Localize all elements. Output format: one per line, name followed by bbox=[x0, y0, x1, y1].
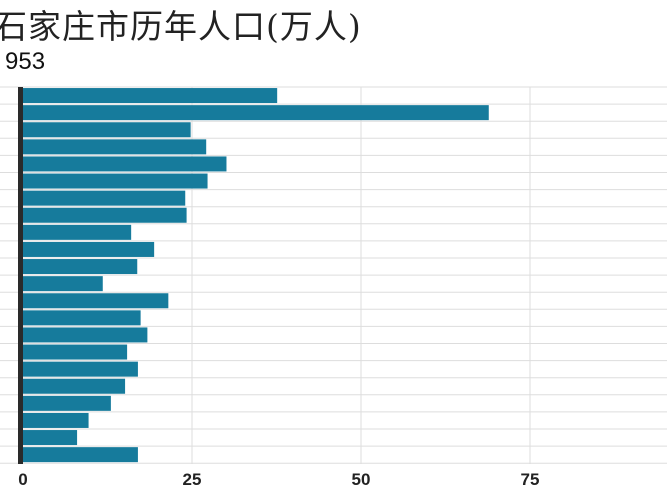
bar bbox=[23, 190, 186, 206]
bar bbox=[23, 207, 187, 223]
bar bbox=[23, 224, 132, 240]
bar bbox=[23, 447, 138, 463]
bar bbox=[23, 378, 126, 394]
bar bbox=[23, 395, 111, 411]
x-tick-label: 75 bbox=[521, 470, 540, 489]
bar bbox=[23, 88, 278, 104]
bar bbox=[23, 156, 227, 172]
bar bbox=[23, 412, 89, 428]
year-label: 953 bbox=[5, 48, 46, 75]
bar bbox=[23, 344, 128, 360]
x-tick-label: 0 bbox=[18, 470, 27, 489]
bar bbox=[23, 430, 78, 446]
bar bbox=[23, 241, 155, 257]
bar bbox=[23, 139, 207, 155]
bar bbox=[23, 361, 138, 377]
bar bbox=[23, 276, 103, 292]
bar bbox=[23, 293, 169, 309]
bar bbox=[23, 122, 191, 138]
x-tick-label: 25 bbox=[183, 470, 202, 489]
bar bbox=[23, 310, 141, 326]
x-tick-label: 50 bbox=[352, 470, 371, 489]
bar bbox=[23, 105, 489, 121]
chart-title: 石家庄市历年人口(万人) bbox=[0, 7, 362, 46]
bar bbox=[23, 327, 148, 343]
bar bbox=[23, 173, 208, 189]
bar bbox=[23, 259, 138, 275]
y-axis-line bbox=[18, 87, 23, 464]
